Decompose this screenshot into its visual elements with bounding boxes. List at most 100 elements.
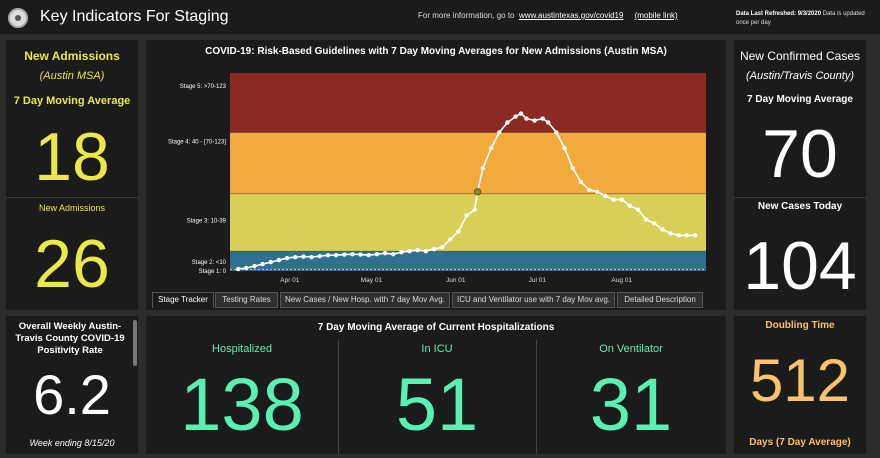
data-point xyxy=(518,111,524,116)
data-point xyxy=(660,227,665,232)
doubling-title: Doubling Time xyxy=(765,320,835,331)
data-point xyxy=(301,254,306,259)
mobile-link[interactable]: (mobile link) xyxy=(634,11,678,20)
data-point xyxy=(374,251,380,257)
y-tick-label: Stage 3: 10-39 xyxy=(187,219,227,225)
y-tick-label: Stage 4: 40 - [70-123] xyxy=(168,139,226,145)
stage-band-stage-3 xyxy=(230,193,706,252)
data-point xyxy=(350,251,355,257)
data-point xyxy=(540,116,545,121)
refresh-date: 9/3/2020 xyxy=(797,11,822,17)
data-point xyxy=(513,114,518,119)
data-point xyxy=(423,249,429,254)
data-point xyxy=(676,233,681,238)
tab-testing-rates[interactable]: Testing Rates xyxy=(215,292,278,308)
tab-detailed-description[interactable]: Detailed Description xyxy=(617,292,703,308)
city-seal-icon xyxy=(8,8,28,28)
avg-value: 18 xyxy=(34,119,110,195)
data-point xyxy=(619,197,624,202)
data-point xyxy=(358,252,363,257)
data-point xyxy=(276,257,282,263)
positivity-title: Overall Weekly Austin-Travis County COVI… xyxy=(15,321,125,356)
panel-subtitle: (Austin/Travis County) xyxy=(746,70,854,82)
x-tick-label: May 01 xyxy=(361,277,383,284)
positivity-value: 6.2 xyxy=(33,363,111,426)
data-point xyxy=(480,165,486,171)
data-point xyxy=(488,146,494,151)
divider xyxy=(338,340,339,454)
data-point xyxy=(407,249,412,254)
tab-new-cases-new-hosp-with-7-day-mov-avg[interactable]: New Cases / New Hosp. with 7 day Mov Avg… xyxy=(280,292,450,308)
positivity-note: Week ending 8/15/20 xyxy=(29,438,115,448)
data-point xyxy=(268,259,273,265)
data-point xyxy=(342,252,347,257)
doubling-value: 512 xyxy=(749,347,851,414)
data-point xyxy=(235,266,241,272)
avg-value: 70 xyxy=(762,116,838,192)
data-point xyxy=(456,229,461,234)
refresh-note: Data is updated once per day xyxy=(736,11,865,26)
x-tick-label: Jul 01 xyxy=(529,277,547,284)
data-point xyxy=(578,179,584,185)
refresh-info: Data Last Refreshed: 9/3/2020 Data is up… xyxy=(736,10,866,28)
data-point xyxy=(472,207,477,212)
data-point xyxy=(532,118,537,123)
data-point xyxy=(652,221,657,226)
data-point xyxy=(252,263,257,269)
positivity-panel: Overall Weekly Austin-Travis County COVI… xyxy=(6,316,138,454)
data-point xyxy=(244,265,249,271)
data-point xyxy=(684,233,690,238)
icu-value: 51 xyxy=(395,363,479,446)
panel-subtitle: (Austin MSA) xyxy=(39,70,105,82)
icu-label: In ICU xyxy=(421,343,453,355)
x-tick-label: Aug 01 xyxy=(611,277,632,284)
hospital-title: 7 Day Moving Average of Current Hospital… xyxy=(317,322,555,333)
data-point xyxy=(415,248,420,253)
data-point xyxy=(586,187,592,193)
data-point xyxy=(611,197,616,202)
refresh-label: Data Last Refreshed: xyxy=(736,11,797,17)
data-point xyxy=(635,207,641,212)
divider xyxy=(734,197,866,198)
data-point xyxy=(643,217,649,222)
tab-icu-and-ventilator-use-with-7-day-mov-avg[interactable]: ICU and Ventilator use with 7 day Mov av… xyxy=(452,292,615,308)
panel-title: New Confirmed Cases xyxy=(739,49,861,63)
data-point xyxy=(524,116,529,121)
data-point xyxy=(439,245,445,250)
stage-tracker-chart: Stage 5: >70-123 Stage 4: 40 - [70-123] St… xyxy=(168,73,706,284)
stage-band-stage-2 xyxy=(230,251,706,270)
data-point xyxy=(505,120,510,125)
panel-scrollbar[interactable] xyxy=(133,320,137,366)
data-point xyxy=(497,130,502,135)
chart-panel: COVID-19: Risk-Based Guidelines with 7 D… xyxy=(146,40,726,310)
divider xyxy=(536,340,537,454)
data-point xyxy=(546,120,551,125)
y-tick-label: Stage 5: >70-123 xyxy=(180,84,227,90)
covid-info-link[interactable]: www.austintexas.gov/covid19 xyxy=(518,11,624,20)
panel-title: New Admissions xyxy=(24,49,120,63)
stage-band-stage-5 xyxy=(230,73,706,133)
y-tick-label: Stage 2: <10 xyxy=(192,260,227,266)
stage-band-stage-4 xyxy=(230,132,706,194)
data-point xyxy=(309,254,314,260)
info-text: For more information, go to www.austinte… xyxy=(418,11,678,20)
data-point xyxy=(431,247,437,252)
data-point xyxy=(627,203,633,208)
stage-band-stage-1 xyxy=(230,269,706,271)
data-point xyxy=(554,130,559,135)
y-tick-label: Stage 1: 0 xyxy=(199,269,227,275)
x-tick-label: Apr 01 xyxy=(280,277,300,284)
data-point xyxy=(692,233,698,238)
highlight-point xyxy=(473,188,482,196)
hospitalizations-panel: 7 Day Moving Average of Current Hospital… xyxy=(146,316,726,454)
tab-stage-tracker[interactable]: Stage Tracker xyxy=(152,292,214,308)
data-point xyxy=(448,237,453,242)
info-prefix: For more information, go to xyxy=(418,11,515,20)
data-point xyxy=(293,254,298,260)
avg-label: 7 Day Moving Average xyxy=(13,95,131,107)
today-label: New Admissions xyxy=(38,203,106,213)
hospitalized-value: 138 xyxy=(180,363,304,446)
chart-title: COVID-19: Risk-Based Guidelines with 7 D… xyxy=(205,46,667,57)
hospitalized-label: Hospitalized xyxy=(212,343,272,355)
data-point xyxy=(391,251,396,257)
